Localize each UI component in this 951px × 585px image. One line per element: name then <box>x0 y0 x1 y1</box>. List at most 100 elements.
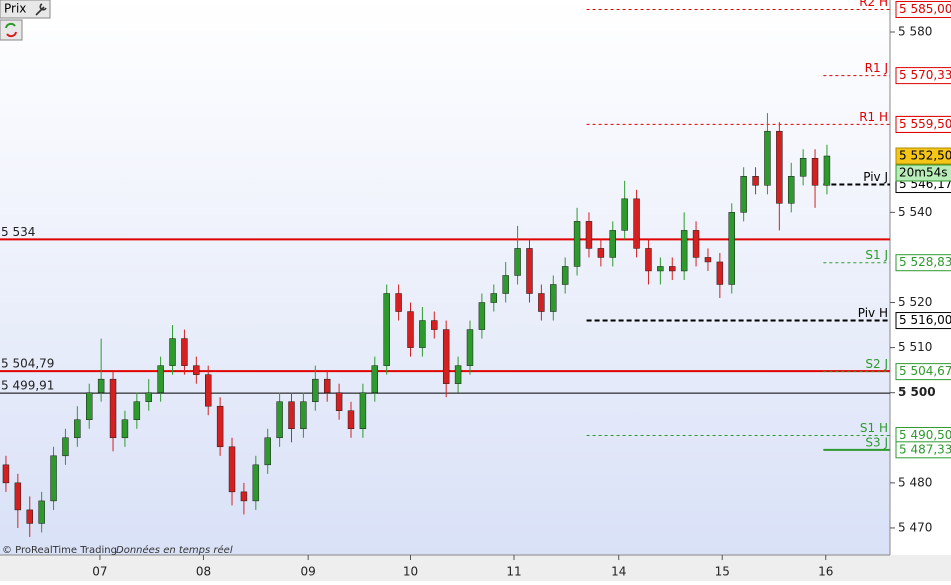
candle-body <box>216 405 224 448</box>
candle-body <box>359 392 367 430</box>
candle-body <box>716 261 724 285</box>
horizontal-line-label: 5 534 <box>1 225 35 239</box>
candle-body <box>823 155 831 186</box>
x-tick-label: 14 <box>611 565 626 579</box>
x-tick-label: 08 <box>196 565 211 579</box>
x-tick-label: 11 <box>506 565 521 579</box>
copyright: © ProRealTime Trading <box>2 545 117 556</box>
pivot-tag <box>895 254 951 272</box>
refresh-button[interactable] <box>0 19 23 41</box>
candle-body <box>50 455 57 502</box>
candle-body <box>62 437 69 457</box>
candle-body <box>169 338 176 366</box>
candle-body <box>181 338 188 366</box>
y-tick-label: 5 580 <box>898 25 932 39</box>
candle-body <box>799 157 807 177</box>
x-tick-label: 16 <box>818 565 833 579</box>
button-label[interactable]: Prix <box>4 2 26 16</box>
x-tick-label: 10 <box>403 565 418 579</box>
candle-body <box>276 401 283 439</box>
pivot-name: S1 J <box>865 248 888 262</box>
candle-body <box>395 293 402 312</box>
candle-body <box>26 509 33 524</box>
y-tick-label: 5 470 <box>898 520 932 534</box>
pivot-name: R1 J <box>865 61 888 75</box>
pivot-name: Piv H <box>858 306 888 320</box>
x-tick-label: 09 <box>301 565 316 579</box>
y-axis-area <box>890 0 951 555</box>
candle-body <box>2 464 10 484</box>
pivot-tag-label: 5 585,00 <box>899 2 951 16</box>
pivot-tag <box>895 441 951 459</box>
timer: 20m54s <box>899 165 947 179</box>
candle-body <box>97 378 105 393</box>
candle-body <box>228 446 236 493</box>
candle-body <box>157 365 164 393</box>
candle-body <box>502 275 509 294</box>
pivot-tag-label: 5 570,33 <box>899 68 951 82</box>
pivot-name: R2 H <box>859 0 888 9</box>
pivot-tag-label: 5 487,33 <box>899 442 951 456</box>
horizontal-line-label: 5 499,91 <box>1 379 54 393</box>
refresh-arrow-down <box>6 31 17 38</box>
refresh-frame[interactable] <box>0 19 23 41</box>
price-tag <box>895 147 951 165</box>
candle-body <box>252 464 260 502</box>
price-tag-label: 5 559,50 <box>899 117 951 131</box>
y-tick-label: 5 480 <box>898 475 932 489</box>
pivot-tag <box>895 67 951 85</box>
data-note: Données en temps réel <box>116 544 233 556</box>
candle-body <box>776 130 783 204</box>
candle-body <box>573 221 581 267</box>
candle-body <box>407 311 414 348</box>
candle-body <box>752 176 759 186</box>
candle-body <box>526 248 533 294</box>
candle-body <box>193 365 200 375</box>
candle-body <box>811 157 819 186</box>
candle-body <box>621 198 628 231</box>
horizontal-line-label: 5 504,79 <box>1 357 54 371</box>
candle-body <box>38 500 45 524</box>
price-tag-label: 5 552,50 <box>899 148 951 162</box>
candle-body <box>431 320 438 330</box>
marks: 5 534 5 504,79 5 499,91 <box>0 8 890 537</box>
candle-body <box>419 320 426 348</box>
pivot-tag <box>895 363 951 381</box>
candle-body <box>383 293 390 366</box>
pivot-tag-label: 5 504,67 <box>899 364 951 378</box>
y-tick-label: 5 540 <box>898 205 932 219</box>
candle-body <box>764 130 771 186</box>
candle-body <box>740 176 747 213</box>
pivot-name: R1 H <box>859 110 888 124</box>
x-tick-label: 07 <box>92 565 107 579</box>
candle-body <box>312 378 319 402</box>
candle-body <box>454 365 462 384</box>
pivot-name: S1 H <box>860 421 888 435</box>
candle-body <box>204 374 212 407</box>
candle-body <box>133 401 141 420</box>
candle-body <box>680 230 688 272</box>
candle-body <box>561 266 569 285</box>
candle-body <box>74 419 81 439</box>
pivot-name: S2 J <box>865 357 888 371</box>
candle-body <box>633 198 640 249</box>
candle-body <box>692 230 700 258</box>
candle-body <box>335 392 343 411</box>
candle-body <box>323 378 331 393</box>
candle-body <box>550 284 557 312</box>
prix-button[interactable]: Prix <box>0 0 51 19</box>
candle-body <box>86 392 93 420</box>
pivot-tag-label: 5 490,50 <box>899 428 951 442</box>
y-tick-label: 5 500 <box>898 385 936 399</box>
candle-body <box>609 230 616 258</box>
price-tag <box>895 115 951 133</box>
candle-body <box>597 248 605 258</box>
candle-body <box>442 329 450 384</box>
candle-body <box>264 437 271 466</box>
candle-body <box>371 365 379 393</box>
candle-body <box>728 212 735 285</box>
candle-body <box>645 248 652 272</box>
candle-body <box>145 392 152 402</box>
candle-body <box>466 329 474 366</box>
